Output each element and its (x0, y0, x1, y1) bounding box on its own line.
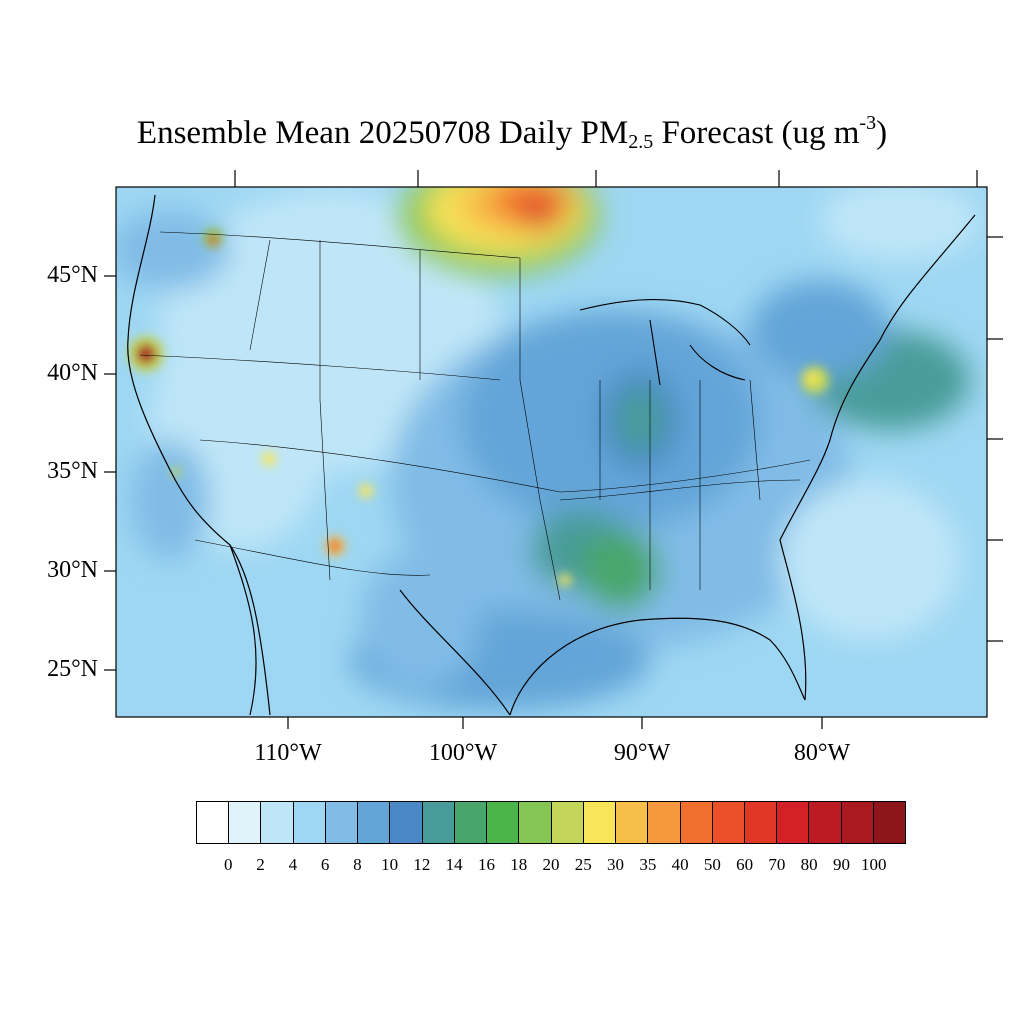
fire-hotspots (128, 228, 829, 586)
colorbar-swatch (777, 802, 810, 843)
colorbar-swatch (487, 802, 520, 843)
colorbar-label: 2 (256, 855, 265, 874)
colorbar-swatch (873, 802, 906, 843)
regional-shading (116, 187, 980, 710)
colorbar-swatch (744, 802, 778, 843)
colorbar-label: 30 (607, 855, 625, 874)
colorbar-swatch (616, 802, 649, 843)
colorbar-swatch (519, 802, 552, 843)
great-lakes (579, 299, 751, 386)
colorbar-label: 50 (703, 855, 721, 874)
colorbar-label: 10 (381, 855, 399, 874)
colorbar-label: 35 (639, 855, 657, 874)
map-frame (115, 186, 988, 718)
lat-label-25n: 25°N (47, 656, 98, 682)
colorbar-label: 12 (413, 855, 431, 874)
colorbar-swatch (197, 802, 230, 843)
title-suffix: ) (876, 115, 888, 151)
lat-label-40n: 40°N (47, 360, 98, 386)
colorbar-label: 100 (860, 855, 887, 874)
lat-label-30n: 30°N (47, 557, 98, 583)
colorbar-swatch (648, 802, 681, 843)
colorbar-swatch (809, 802, 842, 843)
canadian-smoke-plume (400, 187, 600, 275)
colorbar-swatch (680, 802, 713, 843)
colorbar-swatch (712, 802, 745, 843)
lon-label-110w: 110°W (254, 740, 322, 766)
colorbar-label: 8 (353, 855, 362, 874)
colorbar-swatch (551, 802, 584, 843)
axis-ticks (104, 170, 1003, 729)
colorbar-label: 25 (574, 855, 592, 874)
colorbar-label: 80 (800, 855, 818, 874)
colorbar-label: 20 (542, 855, 560, 874)
colorbar-label: 40 (671, 855, 689, 874)
colorbar-swatch (583, 802, 617, 843)
title-superscript: -3 (859, 112, 877, 134)
title-middle: Forecast (ug m (653, 115, 860, 151)
title-subscript: 2.5 (628, 131, 654, 153)
coastlines (127, 194, 976, 716)
colorbar-label: 90 (832, 855, 850, 874)
colorbar-swatch (454, 802, 488, 843)
colorbar-label: 18 (510, 855, 528, 874)
lon-label-100w: 100°W (428, 740, 498, 766)
colorbar-swatch (390, 802, 423, 843)
lon-label-90w: 90°W (613, 740, 671, 766)
colorbar (196, 801, 906, 844)
colorbar-swatch (293, 802, 326, 843)
colorbar-label: 0 (224, 855, 233, 874)
colorbar-swatch (261, 802, 294, 843)
colorbar-swatch (325, 802, 359, 843)
colorbar-label: 4 (288, 855, 298, 874)
colorbar-label: 6 (320, 855, 330, 874)
map-title: Ensemble Mean 20250708 Daily PM2.5 Forec… (0, 112, 1024, 154)
lat-label-45n: 45°N (47, 262, 98, 288)
title-prefix: Ensemble Mean 20250708 Daily PM (136, 115, 629, 151)
concentration-field (116, 187, 987, 717)
colorbar-label: 60 (736, 855, 754, 874)
colorbar-label: 14 (445, 855, 463, 874)
colorbar-swatch (229, 802, 262, 843)
colorbar-label: 70 (768, 855, 786, 874)
colorbar-swatch (358, 802, 391, 843)
colorbar-swatch (422, 802, 455, 843)
state-borders (139, 231, 811, 601)
colorbar-label: 16 (477, 855, 495, 874)
lat-label-35n: 35°N (47, 458, 98, 484)
colorbar-swatch (841, 802, 874, 843)
lon-label-80w: 80°W (793, 740, 851, 766)
